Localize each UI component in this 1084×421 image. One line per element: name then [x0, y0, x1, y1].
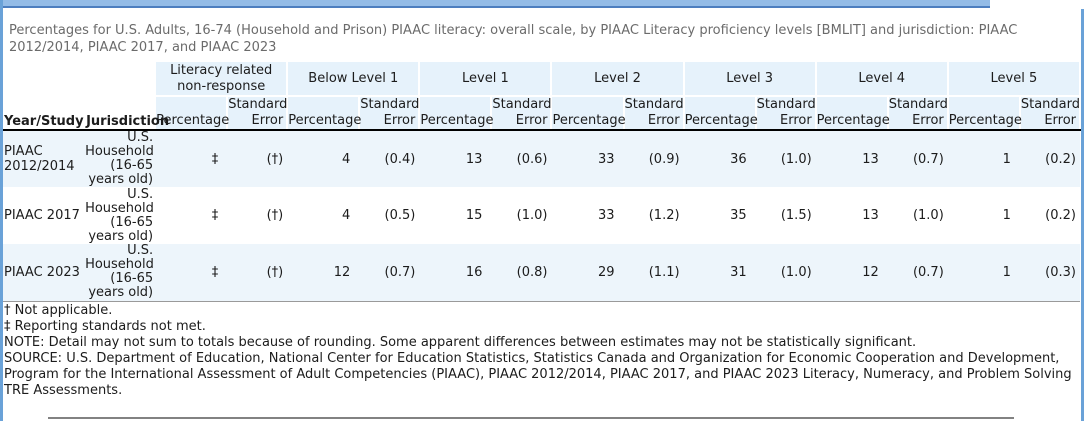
window-left-border: [0, 0, 3, 421]
cell-value: ‡: [211, 208, 219, 223]
sub-header-percentage: Percentage: [154, 96, 229, 131]
cell-value: 29: [551, 244, 624, 302]
cell-value: (0.7): [359, 244, 420, 302]
row-label-year-study: PIAAC 2017: [4, 208, 80, 223]
footnote-reporting-standards: ‡ Reporting standards not met.: [4, 318, 206, 334]
cell-value: (1.0): [780, 151, 812, 167]
cell-value: 13: [465, 151, 483, 167]
table-row-piaac-2017: PIAAC 2017 U.S. Household (16-65 years o…: [3, 187, 1080, 244]
cell-value: 1: [947, 244, 1020, 302]
col-group-level-5: Level 5: [946, 62, 1082, 97]
sub-header-percentage: Percentage: [682, 96, 758, 131]
cell-value: (0.6): [516, 151, 548, 167]
cell-value: 33: [597, 151, 615, 167]
cell-value: 4: [342, 151, 351, 167]
footnote-note: NOTE: Detail may not sum to totals becau…: [4, 334, 917, 350]
group-header-row: Year/Study Jurisdiction Literacy related…: [3, 62, 1082, 131]
piaac-results-table: Year/Study Jurisdiction Literacy related…: [3, 62, 1082, 302]
col-header-year-study: Year/Study: [3, 62, 86, 131]
cell-value: (0.4): [384, 151, 416, 167]
col-group-level-1: Level 1: [418, 62, 553, 97]
cell-value: (†): [227, 244, 288, 302]
footnote-source: SOURCE: U.S. Department of Education, Na…: [4, 350, 1072, 398]
cell-value: (0.7): [912, 151, 944, 167]
cell-value: (0.2): [1045, 208, 1076, 223]
sub-header-percentage: Percentage: [814, 96, 890, 131]
sub-header-standard-error: Standard Error: [358, 96, 421, 131]
sub-header-row: Percentage Standard Error Percentage Sta…: [3, 96, 1082, 131]
cell-value: (1.0): [912, 208, 944, 223]
sub-header-percentage: Percentage: [946, 96, 1022, 131]
col-header-jurisdiction: Jurisdiction: [85, 62, 169, 131]
cell-value: 35: [730, 208, 747, 223]
col-group-level-3: Level 3: [682, 62, 817, 97]
sub-header-standard-error: Standard Error: [886, 96, 949, 131]
table-row-piaac-2012-2014: PIAAC 2012/2014 U.S. Household (16-65 ye…: [3, 130, 1080, 187]
window-top-bar: [0, 0, 990, 8]
cell-value: 33: [597, 208, 615, 223]
sub-header-standard-error: Standard Error: [226, 96, 289, 131]
cell-value: 13: [862, 151, 879, 167]
table-title: Percentages for U.S. Adults, 16-74 (Hous…: [9, 23, 1018, 55]
cell-value: (0.2): [1045, 151, 1076, 167]
col-group-level-4: Level 4: [814, 62, 949, 97]
cell-value: (1.5): [780, 208, 812, 223]
cell-value: 1: [1002, 151, 1011, 167]
sub-header-percentage: Percentage: [286, 96, 361, 131]
cell-value: (1.0): [516, 208, 548, 223]
row-label-year-study: PIAAC 2012/2014: [4, 144, 75, 174]
bottom-divider: [48, 417, 1014, 419]
cell-value: (†): [266, 151, 284, 167]
row-label-jurisdiction: U.S. Household (16-65 years old): [85, 243, 156, 302]
col-group-level-2: Level 2: [550, 62, 685, 97]
col-group-nonresponse: Literacy related non-response: [154, 62, 289, 97]
row-label-jurisdiction: U.S. Household (16-65 years old): [85, 130, 154, 187]
cell-value: (0.3): [1019, 244, 1080, 302]
sub-header-standard-error: Standard Error: [754, 96, 817, 131]
sub-header-standard-error: Standard Error: [1018, 96, 1082, 131]
footnotes: † Not applicable. ‡ Reporting standards …: [4, 303, 1080, 399]
cell-value: 13: [862, 208, 879, 223]
cell-value: 36: [730, 151, 747, 167]
cell-value: 31: [683, 244, 756, 302]
row-label-jurisdiction: U.S. Household (16-65 years old): [85, 186, 154, 244]
cell-value: 12: [815, 244, 888, 302]
cell-value: (0.9): [648, 151, 680, 167]
sub-header-percentage: Percentage: [418, 96, 493, 131]
cell-value: (†): [266, 208, 284, 223]
window-right-border: [1081, 9, 1084, 421]
cell-value: ‡: [211, 151, 219, 167]
cell-value: (1.0): [755, 244, 816, 302]
cell-value: 4: [342, 208, 351, 223]
cell-value: (0.7): [887, 244, 948, 302]
row-label-year-study: PIAAC 2023: [3, 244, 86, 302]
cell-value: ‡: [155, 244, 228, 302]
cell-value: (1.2): [648, 208, 680, 223]
cell-value: (0.8): [491, 244, 552, 302]
cell-value: 12: [287, 244, 360, 302]
cell-value: 1: [1002, 208, 1011, 223]
cell-value: (0.5): [384, 208, 416, 223]
sub-header-standard-error: Standard Error: [622, 96, 685, 131]
cell-value: 15: [465, 208, 483, 223]
sub-header-standard-error: Standard Error: [490, 96, 553, 131]
cell-value: (1.1): [623, 244, 684, 302]
col-group-below-level-1: Below Level 1: [286, 62, 421, 97]
sub-header-percentage: Percentage: [550, 96, 626, 131]
footnote-not-applicable: † Not applicable.: [4, 302, 113, 318]
cell-value: 16: [419, 244, 492, 302]
table-row-piaac-2023: PIAAC 2023 U.S. Household (16-65 years o…: [3, 243, 1080, 302]
